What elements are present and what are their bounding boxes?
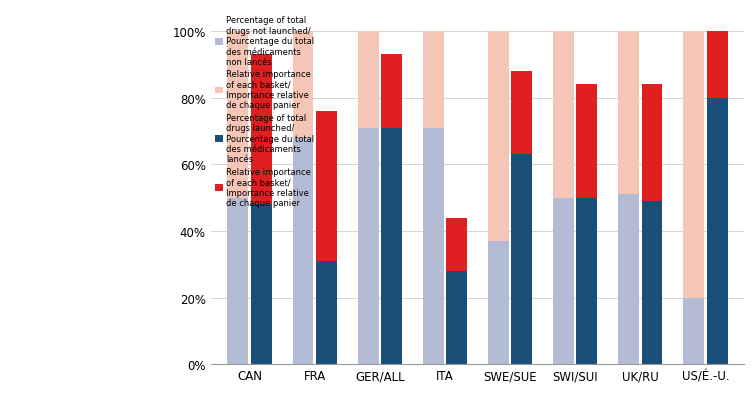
Bar <box>358 32 378 128</box>
Bar <box>618 195 639 364</box>
Bar <box>381 55 402 128</box>
Bar <box>423 32 444 128</box>
Bar <box>446 218 467 271</box>
Bar <box>293 139 314 364</box>
Bar <box>511 72 532 155</box>
Bar <box>707 98 727 364</box>
Bar <box>618 32 639 195</box>
Bar <box>553 198 574 364</box>
Bar <box>553 32 574 198</box>
Bar <box>446 271 467 364</box>
Bar <box>488 32 509 241</box>
Bar <box>293 32 314 139</box>
Bar <box>707 32 727 98</box>
Bar <box>228 32 248 198</box>
Bar <box>488 241 509 364</box>
Legend: Percentage of total
drugs not launched/
Pourcentage du total
des médicaments
non: Percentage of total drugs not launched/ … <box>215 16 314 207</box>
Bar <box>228 198 248 364</box>
Bar <box>316 262 337 364</box>
Bar <box>381 128 402 364</box>
Bar <box>423 128 444 364</box>
Bar <box>577 198 597 364</box>
Bar <box>684 298 704 364</box>
Bar <box>251 205 271 364</box>
Bar <box>316 112 337 262</box>
Bar <box>684 32 704 298</box>
Bar <box>577 85 597 198</box>
Bar <box>641 202 663 364</box>
Bar <box>251 55 271 205</box>
Bar <box>641 85 663 202</box>
Bar <box>358 128 378 364</box>
Bar <box>511 155 532 364</box>
